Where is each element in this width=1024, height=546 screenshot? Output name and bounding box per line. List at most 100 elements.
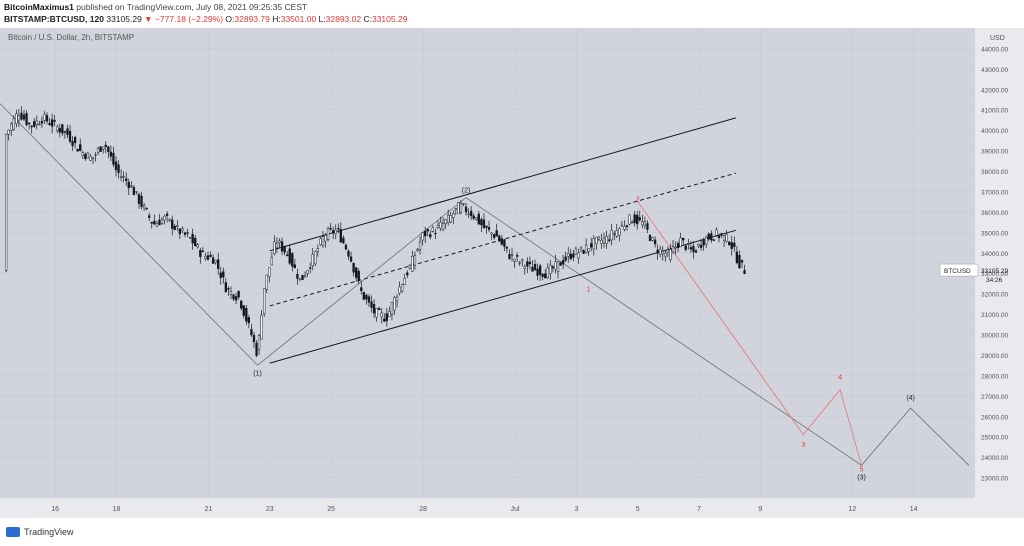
candle-body xyxy=(89,156,92,161)
candle-body xyxy=(480,219,483,226)
candle-body xyxy=(618,228,621,236)
channel-middle-line xyxy=(269,172,736,307)
candle-body xyxy=(109,151,113,157)
tradingview-logo-icon xyxy=(6,527,20,537)
high-value: 33501.00 xyxy=(280,14,317,24)
candle-body xyxy=(613,233,616,235)
candle-body xyxy=(641,221,644,226)
y-tick-label: 30000.00 xyxy=(981,333,1008,340)
candle-body xyxy=(112,152,115,165)
candle-body xyxy=(234,296,238,301)
candle-body xyxy=(155,223,159,227)
candle-body xyxy=(306,270,309,274)
candle-body xyxy=(160,219,164,224)
candle-body xyxy=(628,214,631,225)
tradingview-brand: TradingView xyxy=(24,527,74,537)
y-axis-unit: USD xyxy=(990,35,1005,42)
y-tick-label: 26000.00 xyxy=(981,414,1008,421)
candle-body xyxy=(694,250,698,253)
y-tick-label: 35000.00 xyxy=(981,230,1008,237)
candle-body xyxy=(96,148,100,153)
price-tag-countdown: 34:26 xyxy=(986,277,1003,284)
candle-body xyxy=(119,176,123,178)
candle-body xyxy=(559,262,562,266)
candle-body xyxy=(408,265,411,269)
candle-body xyxy=(58,128,61,133)
candle-body xyxy=(413,255,417,266)
chart-area[interactable]: Bitcoin / U.S. Dollar, 2h, BITSTAMP USD … xyxy=(0,28,1024,518)
x-tick-label: 18 xyxy=(113,506,121,513)
candle-body xyxy=(651,237,654,241)
candle-body xyxy=(209,254,212,257)
time-axis[interactable] xyxy=(0,498,975,518)
x-tick-label: 5 xyxy=(636,506,640,513)
candle-body xyxy=(76,148,79,152)
candle-body xyxy=(582,249,585,254)
x-tick-label: 7 xyxy=(697,506,701,513)
candle-body xyxy=(173,225,176,230)
candle-body xyxy=(114,161,118,171)
candle-body xyxy=(687,242,690,245)
candle-body xyxy=(199,249,202,257)
price-tag-price: 33105.29 xyxy=(981,268,1008,275)
candle-body xyxy=(482,219,486,229)
candle-body xyxy=(27,122,31,125)
candle-body xyxy=(388,311,391,317)
candle-body xyxy=(702,239,705,246)
candle-body xyxy=(84,153,87,160)
candle-body xyxy=(309,267,312,269)
candle-body xyxy=(395,296,399,302)
candle-body xyxy=(452,213,455,218)
chart-title: Bitcoin / U.S. Dollar, 2h, BITSTAMP xyxy=(8,33,134,42)
author-name[interactable]: BitcoinMaximus1 xyxy=(4,2,74,12)
price-axis[interactable] xyxy=(975,28,1024,518)
tradingview-logo[interactable]: TradingView xyxy=(6,527,74,537)
candle-body xyxy=(436,225,440,229)
candle-body xyxy=(510,254,514,256)
x-tick-label: Jul xyxy=(511,506,520,513)
candle-body xyxy=(615,230,618,237)
candle-body xyxy=(186,232,189,234)
wave-label: (1) xyxy=(253,370,262,377)
candle-body xyxy=(201,250,205,253)
channel-upper-line xyxy=(269,117,736,252)
candle-body xyxy=(45,115,49,122)
candle-body xyxy=(738,255,741,269)
wave-label: 1 xyxy=(587,287,591,294)
candle-body xyxy=(232,294,235,300)
candle-body xyxy=(531,266,534,272)
plot-background xyxy=(0,28,975,498)
x-tick-label: 12 xyxy=(848,506,856,513)
candle-body xyxy=(564,256,567,261)
candle-body xyxy=(567,253,570,257)
candle-body xyxy=(181,228,184,231)
y-tick-label: 43000.00 xyxy=(981,67,1008,74)
candle-body xyxy=(204,255,207,259)
candle-body xyxy=(498,235,501,242)
candle-body xyxy=(434,232,437,235)
candle-body xyxy=(664,253,667,257)
candle-body xyxy=(79,144,82,151)
candle-body xyxy=(150,221,153,224)
candle-body xyxy=(288,248,291,264)
grid xyxy=(0,28,975,498)
candle-body xyxy=(375,308,378,318)
candle-body xyxy=(130,185,133,188)
candle-body xyxy=(682,237,685,241)
price-chart[interactable]: Bitcoin / U.S. Dollar, 2h, BITSTAMP USD … xyxy=(0,28,1024,518)
wave-projection-red xyxy=(637,201,862,466)
candle-body xyxy=(515,255,519,257)
candle-body xyxy=(275,243,279,249)
candle-body xyxy=(165,213,169,216)
candle-body xyxy=(584,244,588,253)
candle-body xyxy=(605,236,608,244)
candle-body xyxy=(324,235,327,242)
publish-line: BitcoinMaximus1 published on TradingView… xyxy=(4,2,307,12)
candle-body xyxy=(533,263,537,271)
candle-body xyxy=(648,235,652,242)
candle-body xyxy=(104,144,107,147)
candle-body xyxy=(362,291,365,300)
candle-body xyxy=(140,195,143,207)
x-tick-label: 25 xyxy=(327,506,335,513)
candle-body xyxy=(625,225,629,228)
